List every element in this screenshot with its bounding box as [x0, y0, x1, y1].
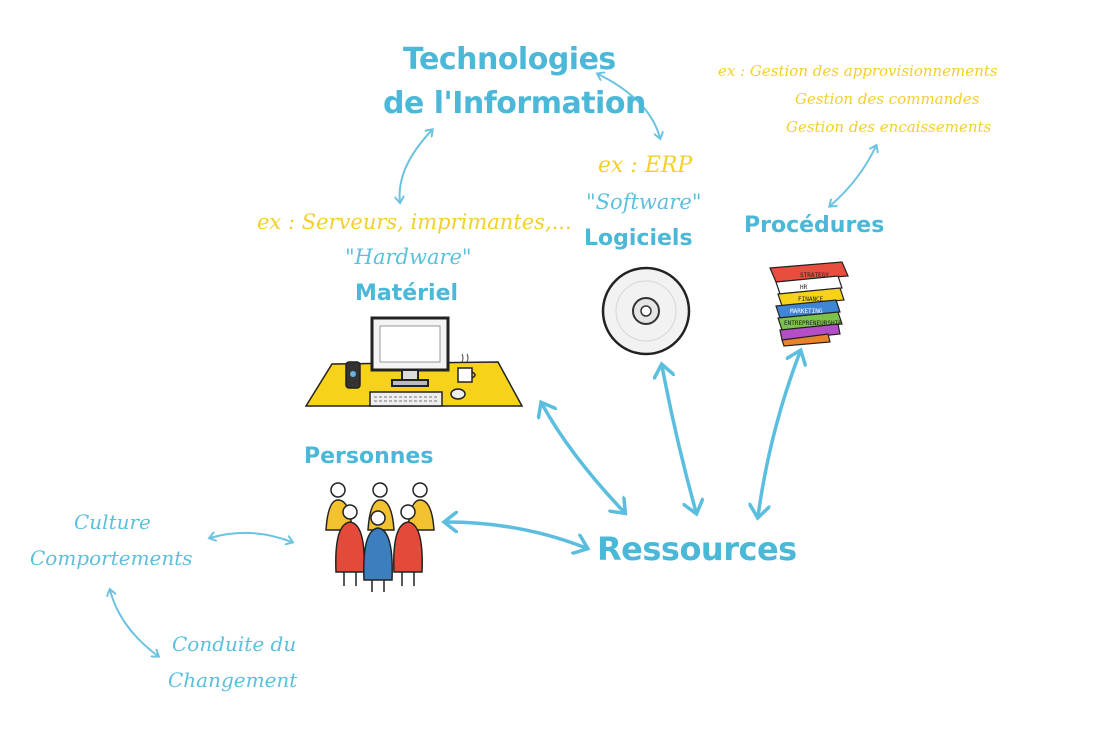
book-label: STRATEGY — [800, 272, 829, 279]
change-line1: Conduite du — [172, 632, 297, 656]
arrow-resources-procedures — [758, 352, 800, 516]
software-quote: "Software" — [586, 190, 702, 214]
book-label: MARKETING — [790, 308, 823, 315]
procedures-example-3: Gestion des encaissements — [786, 118, 992, 136]
keyboard — [369, 391, 443, 407]
arrow-resources-software — [662, 366, 696, 512]
arrow-resources-hardware — [542, 404, 624, 512]
culture-line1: Culture — [74, 510, 151, 534]
tech-title-line2: de l'Information — [383, 86, 646, 121]
hardware-example: ex : Serveurs, imprimantes,... — [257, 210, 572, 234]
procedures-example-1: ex : Gestion des approvisionnements — [718, 62, 998, 80]
culture-line2: Comportements — [30, 546, 193, 570]
hardware-quote: "Hardware" — [345, 245, 472, 269]
book-label: HR — [800, 284, 808, 291]
arrow-resources-people — [446, 522, 586, 548]
change-line2: Changement — [168, 668, 298, 692]
people-title: Personnes — [304, 444, 434, 469]
procedures-title: Procédures — [744, 213, 885, 238]
procedures-example-2: Gestion des commandes — [795, 90, 980, 108]
mug — [457, 367, 473, 383]
software-example: ex : ERP — [598, 153, 693, 178]
book-label: ENTREPRENEURSHIP — [784, 320, 842, 327]
resources-title: Ressources — [597, 530, 797, 568]
arrow-procedures-examples — [830, 146, 876, 206]
hardware-title: Matériel — [355, 281, 459, 306]
arrow-tech-hardware — [400, 130, 432, 202]
arrow-culture-change — [110, 590, 158, 656]
arrow-tech-software — [598, 74, 660, 138]
tech-title-line1: Technologies — [403, 42, 616, 77]
software-title: Logiciels — [584, 226, 693, 251]
arrow-culture-people — [210, 533, 292, 542]
book-label: FINANCE — [798, 296, 824, 303]
mouse — [450, 388, 466, 400]
